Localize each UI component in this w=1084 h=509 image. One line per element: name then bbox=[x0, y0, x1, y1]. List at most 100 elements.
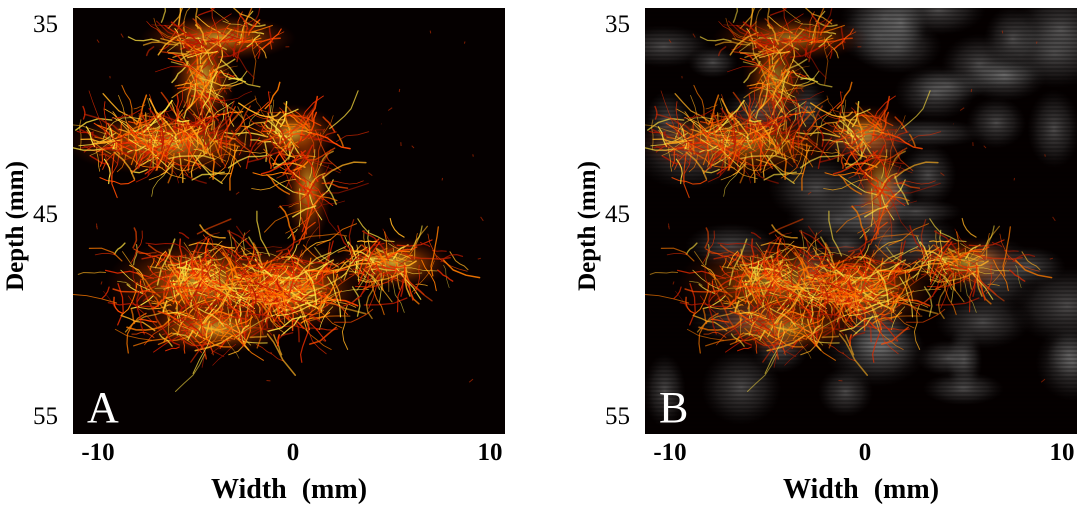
vessel-strand bbox=[769, 37, 775, 73]
vessel-strand bbox=[779, 13, 804, 30]
vessel-strand bbox=[894, 289, 941, 301]
vessel-strand bbox=[698, 123, 739, 157]
x-tick-0: 0 bbox=[858, 439, 872, 466]
vessel-strand bbox=[170, 21, 186, 40]
vessel-strand bbox=[283, 228, 295, 258]
vessel-strand bbox=[251, 31, 265, 35]
vessel-strand bbox=[805, 308, 814, 324]
vessel-strand bbox=[306, 272, 348, 294]
vessel-strand bbox=[210, 37, 245, 44]
vessel-speck bbox=[1049, 257, 1054, 260]
vessel-strand bbox=[188, 68, 205, 89]
vessel-strand bbox=[107, 302, 155, 308]
vessel-speck bbox=[120, 33, 124, 38]
vessel-strand bbox=[133, 330, 181, 347]
vessel-strand bbox=[871, 323, 882, 363]
vessel-strand bbox=[733, 159, 774, 167]
vessel-strand bbox=[765, 148, 780, 155]
vessel-strand bbox=[289, 270, 301, 292]
vessel-strand bbox=[182, 341, 186, 354]
vessel-strand bbox=[115, 121, 123, 140]
vessel-strand bbox=[653, 145, 702, 155]
vessel-strand bbox=[207, 260, 211, 277]
vessel-strand bbox=[719, 244, 755, 278]
vessel-strand bbox=[940, 263, 956, 309]
vessel-image-svg-b bbox=[645, 8, 1077, 434]
vessel-speck bbox=[96, 39, 100, 43]
vessel-strand bbox=[309, 292, 332, 316]
vessel-strand bbox=[878, 272, 920, 294]
vessel-speck bbox=[235, 191, 240, 195]
vessel-strand bbox=[215, 265, 238, 296]
vessel-strand bbox=[188, 242, 236, 249]
vessel-strand bbox=[170, 101, 184, 127]
vessel-strand bbox=[363, 253, 399, 282]
vessel-strand bbox=[199, 90, 215, 131]
vessel-strand bbox=[225, 269, 263, 281]
vessel-strand bbox=[151, 299, 163, 310]
vessel-strand bbox=[796, 41, 827, 79]
vessel-strand bbox=[389, 217, 405, 238]
vessel-strand bbox=[275, 265, 303, 272]
vessel-strand bbox=[666, 252, 688, 256]
vessel-strand bbox=[794, 97, 801, 149]
vessel-strand bbox=[866, 144, 885, 179]
vessel-strand bbox=[909, 225, 926, 252]
vessel-strand bbox=[78, 132, 117, 147]
vessel-strand bbox=[281, 140, 300, 181]
vessel-strand bbox=[704, 266, 711, 294]
vessel-strand bbox=[206, 64, 215, 86]
vessel-strand bbox=[302, 193, 324, 240]
vessel-strand bbox=[135, 94, 148, 126]
vessel-strand bbox=[699, 145, 718, 153]
vessel-strand bbox=[430, 226, 439, 277]
vessel-strand bbox=[736, 24, 770, 37]
vessel-strand bbox=[816, 303, 826, 329]
vessel-strand bbox=[264, 140, 268, 162]
vessel-strand bbox=[749, 256, 757, 275]
vessel-strand bbox=[249, 335, 268, 339]
vessel-strand bbox=[861, 270, 873, 292]
vessel-strand bbox=[796, 131, 841, 138]
vessel-strand bbox=[829, 44, 833, 59]
vessel-strand bbox=[220, 316, 254, 340]
vessel-strand bbox=[790, 248, 802, 275]
vessel-strand bbox=[760, 68, 777, 89]
vessel-strand bbox=[224, 41, 255, 79]
vessel-strand bbox=[711, 119, 730, 160]
vessel-speck bbox=[207, 237, 210, 240]
vessel-strand bbox=[113, 242, 126, 256]
vessel-strand bbox=[151, 162, 175, 197]
vessel-strand bbox=[145, 46, 155, 57]
vessel-strand bbox=[314, 246, 340, 268]
vessel-strand bbox=[268, 26, 274, 44]
vessel-strand bbox=[915, 262, 941, 281]
vessel-strand bbox=[226, 24, 273, 33]
vessel-speck bbox=[406, 248, 408, 250]
vessel-strand bbox=[862, 132, 877, 136]
vessel-strand bbox=[736, 271, 756, 309]
vessel-strand bbox=[818, 111, 832, 130]
vessel-strand bbox=[779, 134, 796, 163]
vessel-strand bbox=[871, 239, 903, 258]
vessel-strand bbox=[728, 114, 736, 144]
vessel-strand bbox=[929, 269, 979, 283]
vessel-strand bbox=[742, 283, 763, 307]
vessel-strand bbox=[923, 286, 933, 317]
vessel-strand bbox=[199, 77, 244, 87]
vessel-strand bbox=[181, 41, 206, 52]
vessel-strand bbox=[218, 145, 242, 168]
vessel-strand bbox=[809, 106, 819, 147]
vessel-strand bbox=[766, 339, 803, 344]
vessel-strand bbox=[373, 250, 398, 265]
vessel-strand bbox=[893, 182, 921, 189]
vessel-strand bbox=[840, 263, 856, 268]
vessel-strand bbox=[267, 315, 307, 332]
vessel-strand bbox=[869, 130, 884, 134]
vessel-strand bbox=[771, 86, 790, 100]
vessel-strand bbox=[111, 109, 142, 119]
vessel-strand bbox=[236, 27, 248, 63]
vessel-strand bbox=[778, 64, 787, 86]
vessel-strand bbox=[293, 161, 309, 172]
vessel-strand bbox=[803, 237, 833, 262]
